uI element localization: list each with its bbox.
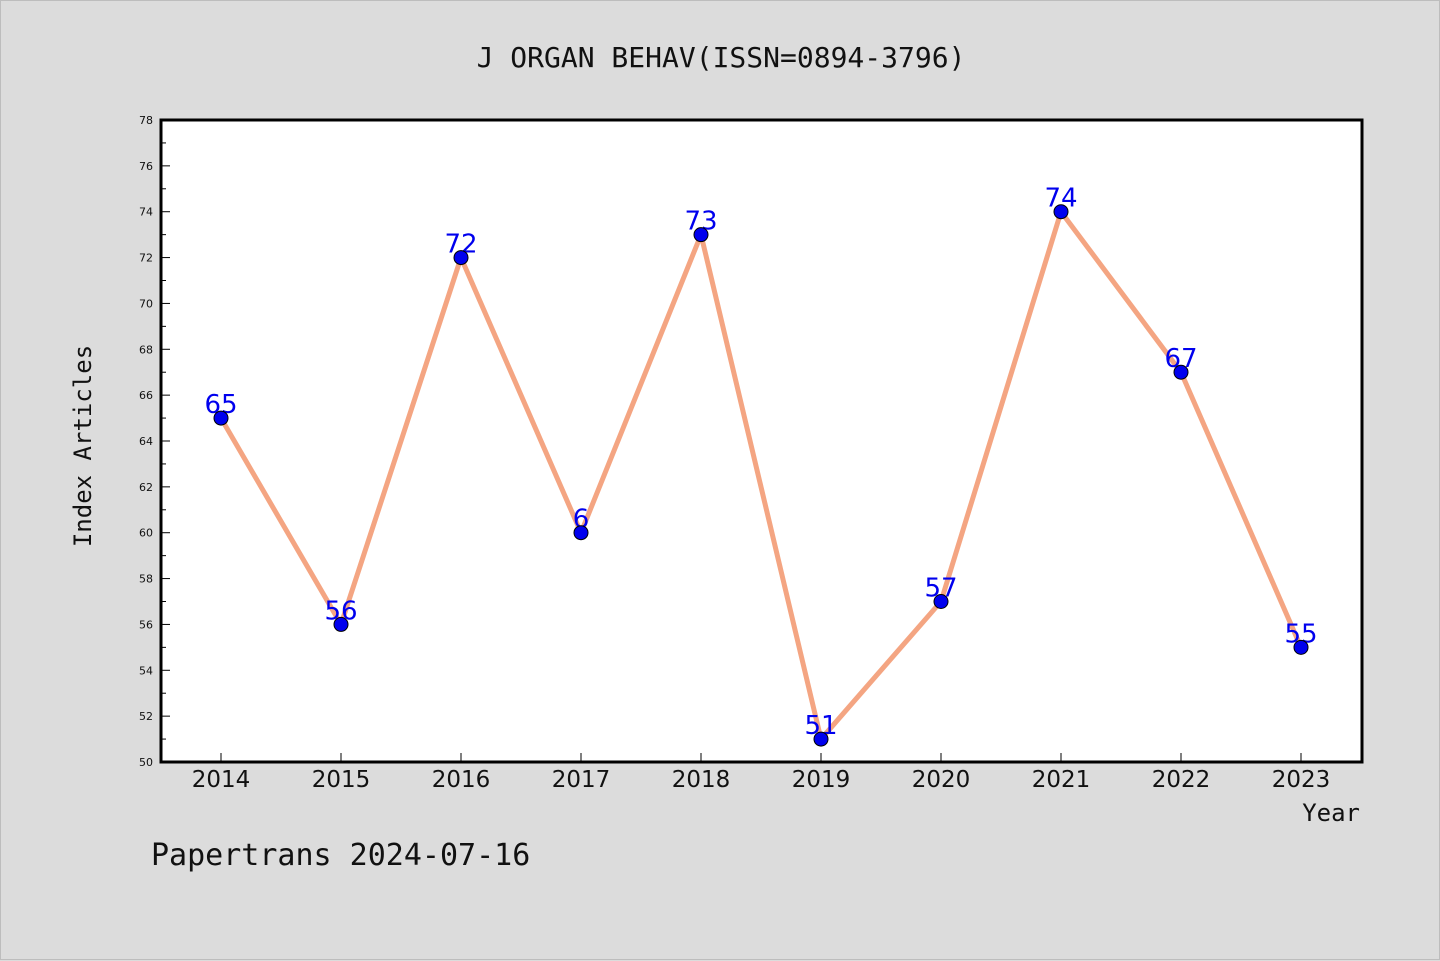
plot-frame [159,118,1364,764]
y-tick-label: 60 [139,527,153,540]
y-tick-label: 56 [139,618,153,631]
footer-text: Papertrans 2024-07-16 [151,838,530,873]
data-point [453,250,469,266]
y-tick-label: 62 [139,481,153,494]
y-tick-label: 54 [139,664,153,677]
y-axis-label: Index Articles [69,345,97,547]
y-tick-label: 66 [139,389,153,402]
y-tick-label: 50 [139,756,153,769]
x-tick-label: 2020 [912,767,971,793]
y-tick-label: 74 [139,206,153,219]
x-tick-label: 2022 [1152,767,1211,793]
y-tick-label: 58 [139,573,153,586]
x-tick-label: 2018 [672,767,731,793]
y-tick-label: 78 [139,114,153,127]
y-tick-label: 68 [139,343,153,356]
data-point [573,525,589,541]
y-axis-ticks: 50 52 54 56 58 60 62 64 66 68 70 72 74 76 78 [139,114,170,769]
plot-area [161,120,1362,762]
x-tick-label: 2015 [312,767,371,793]
y-tick-label: 52 [139,710,153,723]
x-tick-label: 2021 [1032,767,1091,793]
x-axis-label: Year [1302,799,1360,827]
data-point [1173,364,1189,380]
data-point [933,594,949,609]
data-point [1293,639,1309,655]
x-tick-label: 2019 [792,767,851,793]
data-point [333,616,349,632]
series-line [218,209,1304,742]
y-tick-label: 64 [139,435,153,448]
y-tick-label: 76 [139,160,153,173]
x-tick-label: 2023 [1272,767,1331,793]
data-point [1053,204,1069,220]
x-axis-ticks: 2014 2015 2016 2017 2018 2019 2020 2021 2022 2023 [192,753,1331,793]
x-tick-label: 2016 [432,767,491,793]
y-tick-label: 70 [139,297,153,310]
chart-title: J ORGAN BEHAV(ISSN=0894-3796) [477,41,966,74]
data-point [813,731,829,747]
y-tick-label: 72 [139,252,153,265]
x-tick-label: 2014 [192,767,251,793]
data-point [213,410,229,426]
x-tick-label: 2017 [552,767,611,793]
data-point [693,227,709,243]
